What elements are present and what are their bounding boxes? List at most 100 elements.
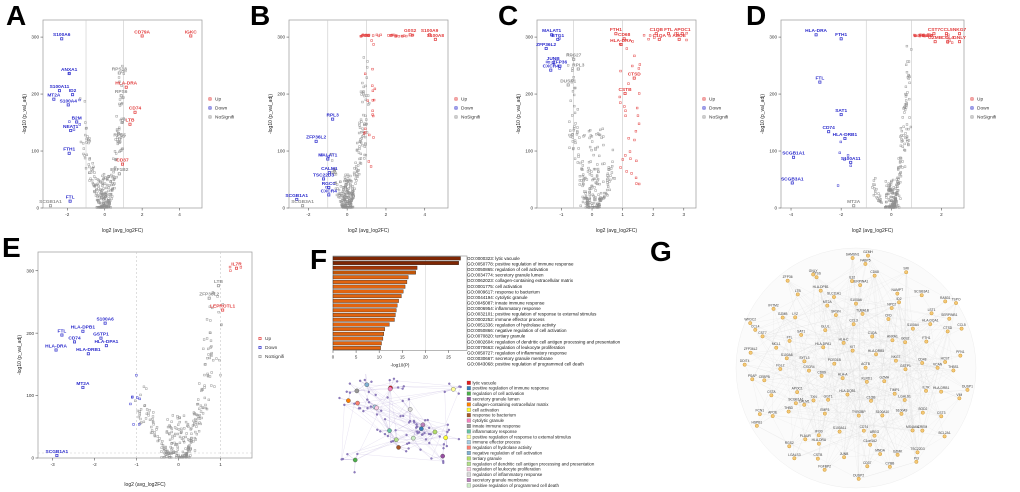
data-point <box>153 431 156 434</box>
data-point <box>84 133 87 137</box>
data-point <box>361 100 364 104</box>
data-point <box>635 182 638 185</box>
data-point <box>216 295 219 298</box>
data-point <box>587 166 590 170</box>
data-point <box>98 195 101 199</box>
go-term: GO:0050865: regulation of cell activatio… <box>467 267 549 272</box>
data-point <box>104 344 108 348</box>
legend-swatch <box>466 380 471 385</box>
y-tick-label: 100 <box>525 149 533 154</box>
data-point <box>202 347 205 350</box>
legend-swatch <box>466 434 471 439</box>
satellite-node <box>394 429 397 432</box>
gene-node <box>822 467 827 472</box>
legend-swatch <box>466 407 471 412</box>
data-point <box>397 35 400 38</box>
data-point <box>957 40 961 44</box>
network-edge <box>824 341 927 414</box>
network-edge <box>788 404 805 412</box>
data-point <box>814 33 818 37</box>
data-point <box>360 130 363 134</box>
network-edge <box>858 285 861 479</box>
data-point <box>145 387 148 390</box>
data-point <box>674 32 677 35</box>
legend-label-up: Up <box>977 97 983 103</box>
data-point <box>362 56 365 59</box>
data-point <box>454 106 458 110</box>
data-point <box>110 173 113 177</box>
data-point <box>901 160 904 163</box>
panel-g-letter: G <box>650 236 672 267</box>
legend-term: cell activation <box>473 407 500 412</box>
volcano-plot-b: -2 0 2 4 0 100 200 300 log2 (avg_log2FC) -log10 (… <box>262 8 494 241</box>
gene-label: S100A11 <box>841 156 861 162</box>
data-point <box>843 158 846 161</box>
gene-node <box>863 261 868 266</box>
data-point <box>631 64 634 68</box>
data-point <box>585 178 589 181</box>
gene-node <box>928 322 933 327</box>
network-edge <box>852 336 873 351</box>
x-axis-label: log2 (avg_log2FC) <box>596 228 637 234</box>
satellite-node <box>423 431 426 435</box>
data-point <box>364 135 367 139</box>
data-point <box>148 409 151 412</box>
legend-swatch <box>466 461 471 466</box>
network-edge <box>788 411 902 414</box>
data-point <box>101 179 105 182</box>
network-edge <box>756 330 826 426</box>
data-point <box>88 171 91 174</box>
data-point <box>197 430 201 433</box>
network-edge <box>930 324 938 368</box>
go-term: GO:0009617: response to bacterium <box>467 289 540 294</box>
data-point <box>209 319 212 322</box>
data-point <box>150 425 153 429</box>
y-tick-label: 200 <box>26 331 34 336</box>
gene-node <box>919 293 924 298</box>
data-point <box>594 147 597 150</box>
gene-node-label: S100A9 <box>896 408 908 412</box>
data-point <box>590 184 593 188</box>
data-point <box>589 187 592 190</box>
data-point <box>905 135 909 138</box>
network-edge <box>804 361 820 444</box>
data-point <box>208 97 212 101</box>
data-point <box>685 38 688 42</box>
data-point <box>207 353 210 356</box>
data-point <box>873 183 876 186</box>
data-point <box>654 32 658 36</box>
gene-label: MT2A <box>847 199 861 205</box>
data-point <box>903 111 906 114</box>
satellite-node <box>379 430 382 433</box>
data-point <box>198 421 201 424</box>
data-point <box>379 33 382 37</box>
network-edge <box>789 340 806 440</box>
gene-node-label: DUSP1 <box>962 384 973 388</box>
data-point <box>327 171 331 175</box>
data-point <box>94 194 98 197</box>
gene-node-label: G0S2 <box>901 337 910 341</box>
data-point <box>600 198 603 201</box>
network-edge <box>389 379 460 387</box>
data-point <box>578 179 582 182</box>
data-point <box>196 403 199 406</box>
data-point <box>970 97 974 101</box>
satellite-node <box>367 401 371 404</box>
y-tick-label: 100 <box>277 149 285 154</box>
data-point <box>171 414 174 417</box>
data-point <box>344 179 348 182</box>
data-point <box>582 183 585 186</box>
network-edge <box>359 380 444 462</box>
network-edge <box>756 301 946 426</box>
data-point <box>593 186 596 189</box>
data-point <box>129 402 132 406</box>
legend-swatch <box>466 402 471 407</box>
satellite-node <box>380 409 383 412</box>
satellite-node <box>366 398 369 401</box>
network-edge <box>787 280 826 331</box>
data-point <box>92 165 95 169</box>
data-point <box>327 185 331 189</box>
data-point <box>182 455 185 459</box>
